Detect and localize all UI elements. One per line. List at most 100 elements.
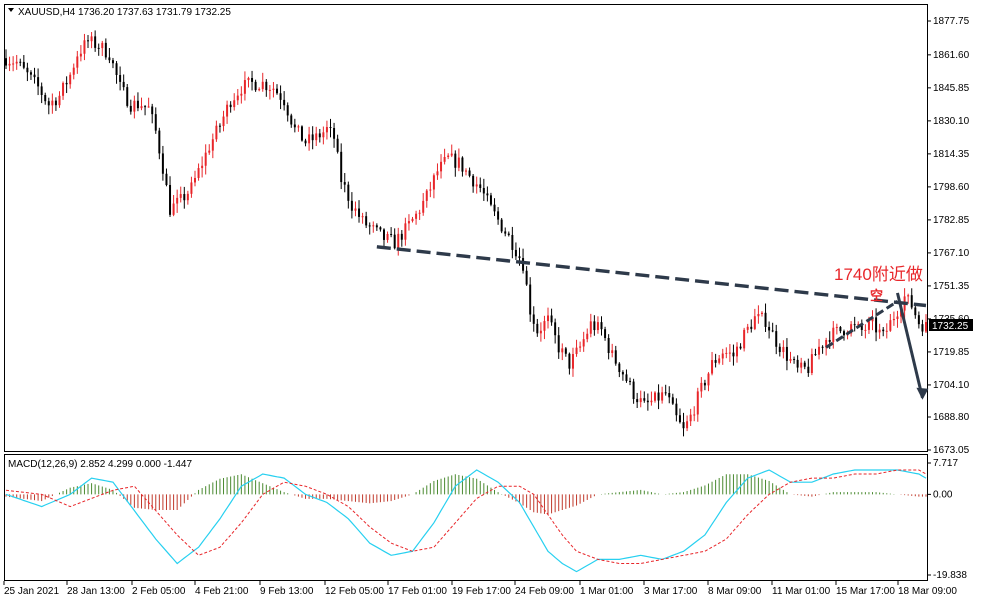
candle-body (358, 208, 361, 217)
candle-body (432, 175, 435, 190)
candle-body (739, 346, 742, 349)
candle-body (586, 333, 589, 340)
candle-body (700, 382, 703, 392)
candle-body (300, 126, 303, 141)
macd-main-line (5, 469, 927, 573)
candle-body (828, 339, 831, 342)
candle-body (596, 322, 599, 331)
candle-body (511, 234, 514, 250)
candles (5, 30, 927, 437)
resistance-trendline (376, 245, 927, 308)
candle-body (251, 78, 254, 82)
candle-body (557, 335, 560, 353)
candle-body (629, 380, 632, 382)
chart-title: XAUUSD,H4 (18, 7, 76, 18)
candle-body (878, 329, 881, 333)
candle-body (775, 331, 778, 347)
candle-body (914, 307, 917, 316)
candle-body (579, 346, 582, 348)
candle-body (193, 177, 196, 183)
candle-body (497, 211, 500, 220)
candle-body (37, 77, 40, 87)
candle-body (176, 197, 179, 204)
candle-body (101, 42, 104, 49)
candle-body (650, 400, 653, 403)
candle-body (500, 219, 503, 232)
candle-body (889, 320, 892, 331)
candle-body (329, 127, 332, 129)
candle-body (315, 133, 318, 141)
candle-body (276, 88, 279, 94)
time-tick-label: 25 Jan 2021 (4, 586, 59, 597)
time-tick-label: 3 Mar 17:00 (644, 586, 698, 597)
time-tick-label: 4 Feb 21:00 (195, 586, 249, 597)
candle-body (318, 133, 321, 138)
candle-body (853, 324, 856, 326)
candle-body (632, 381, 635, 400)
candle-body (611, 350, 614, 354)
candle-body (746, 326, 749, 330)
candle-body (550, 315, 553, 323)
candle-body (208, 150, 211, 153)
candle-body (15, 61, 18, 64)
candle-body (8, 63, 11, 66)
time-axis: 25 Jan 2021 28 Jan 13:00 2 Feb 05:00 4 Feb … (3, 581, 957, 597)
candle-body (243, 80, 246, 94)
time-tick-label: 18 Mar 09:00 (898, 586, 957, 597)
candle-body (768, 326, 771, 331)
candle-body (272, 88, 275, 90)
candle-body (600, 322, 603, 330)
candle-body (450, 153, 453, 156)
candle-body (711, 360, 714, 374)
candle-body (810, 354, 813, 374)
candle-body (151, 106, 154, 115)
candle-body (668, 393, 671, 398)
candle-body (504, 231, 507, 234)
candle-body (90, 36, 93, 42)
candle-body (564, 348, 567, 354)
candle-body (718, 358, 721, 363)
price-axis: 1877.75 1861.60 1845.85 1830.10 1814.35 1798.… (927, 16, 970, 456)
candle-body (447, 155, 450, 158)
candle-body (514, 249, 517, 257)
candle-body (725, 352, 728, 354)
candle-body (507, 233, 510, 235)
candle-body (518, 256, 521, 259)
candle-body (12, 63, 15, 65)
candle-body (261, 81, 264, 90)
candle-body (539, 330, 542, 334)
candle-body (350, 200, 353, 211)
candle-body (443, 157, 446, 162)
candle-body (653, 392, 656, 401)
candle-body (236, 95, 239, 101)
candle-body (379, 227, 382, 230)
candle-body (646, 400, 649, 403)
candle-body (47, 101, 50, 106)
candle-body (664, 392, 667, 394)
time-tick-label: 9 Feb 13:00 (260, 586, 314, 597)
candle-body (547, 315, 550, 322)
candle-body (661, 392, 664, 401)
candle-body (19, 61, 22, 63)
candle-body (233, 100, 236, 108)
candle-body (422, 200, 425, 213)
candle-body (390, 233, 393, 235)
candle-body (336, 138, 339, 152)
macd-tick-label: 0.00 (933, 489, 953, 500)
candle-body (618, 363, 621, 373)
candle-body (215, 125, 218, 140)
candle-body (400, 233, 403, 240)
candle-body (764, 312, 767, 327)
candle-body (907, 295, 910, 297)
candle-body (803, 362, 806, 367)
candle-body (910, 295, 913, 308)
candle-body (529, 284, 532, 315)
time-tick-label: 1 Mar 01:00 (580, 586, 634, 597)
price-tick-label: 1814.35 (933, 149, 970, 160)
ohlc-header: 1736.20 1737.63 1731.79 1732.25 (78, 7, 231, 18)
candle-body (393, 234, 396, 249)
candle-body (343, 182, 346, 185)
collapse-triangle-icon[interactable] (8, 8, 14, 12)
candle-body (83, 40, 86, 54)
